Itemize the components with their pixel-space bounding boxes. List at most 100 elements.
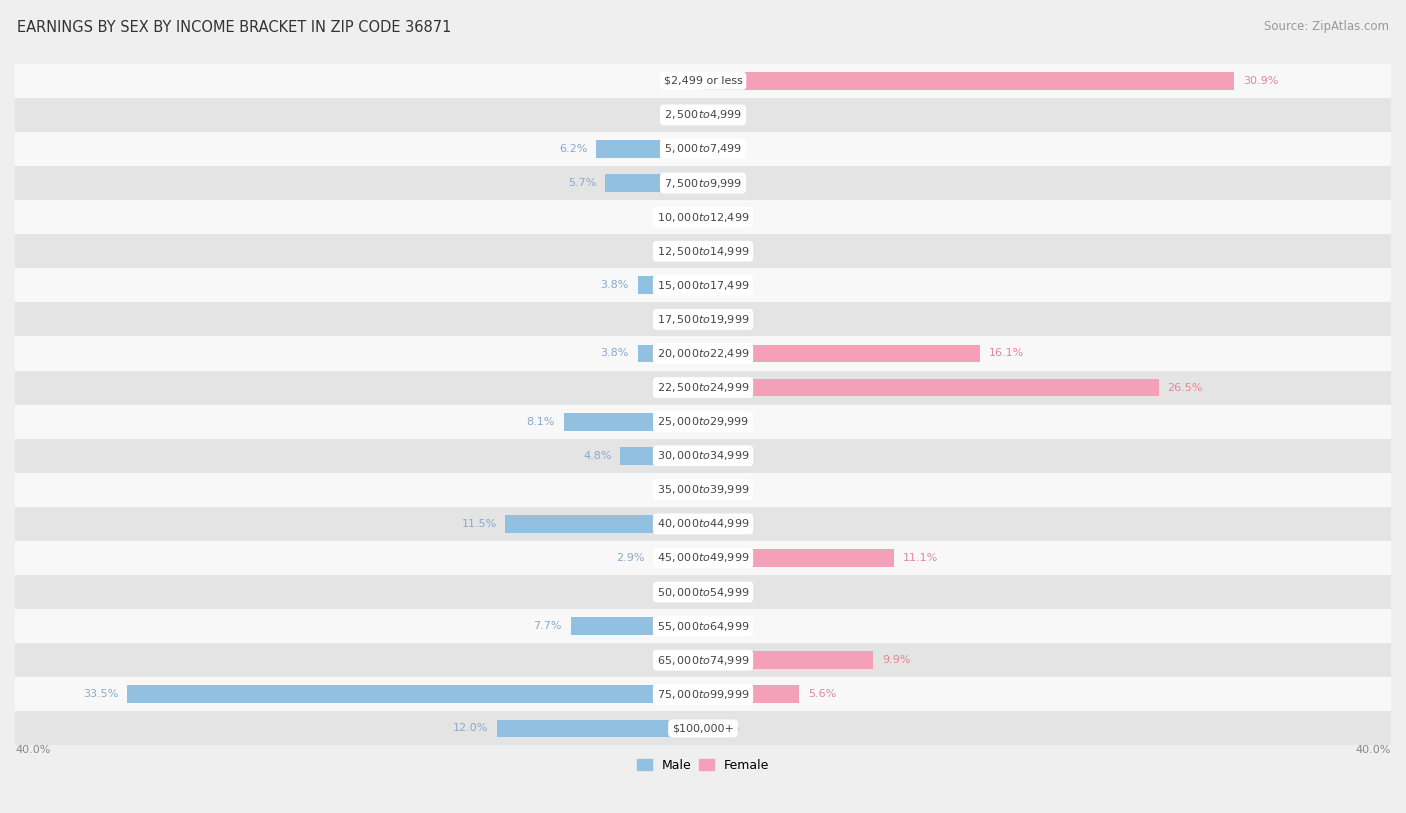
- Text: 0.0%: 0.0%: [666, 76, 695, 86]
- Text: 0.0%: 0.0%: [711, 587, 740, 597]
- Bar: [15, 711, 1391, 746]
- Bar: [703, 345, 980, 363]
- Text: Source: ZipAtlas.com: Source: ZipAtlas.com: [1264, 20, 1389, 33]
- Bar: [15, 643, 1391, 677]
- Text: $50,000 to $54,999: $50,000 to $54,999: [657, 585, 749, 598]
- Text: 0.0%: 0.0%: [711, 416, 740, 427]
- Text: 9.9%: 9.9%: [882, 655, 910, 665]
- Bar: [15, 268, 1391, 302]
- Text: 0.0%: 0.0%: [666, 655, 695, 665]
- Bar: [127, 685, 703, 703]
- Text: 26.5%: 26.5%: [1167, 383, 1202, 393]
- Bar: [15, 405, 1391, 439]
- Text: 0.0%: 0.0%: [711, 485, 740, 495]
- Bar: [703, 651, 873, 669]
- Text: 0.0%: 0.0%: [711, 246, 740, 256]
- Bar: [703, 72, 1234, 89]
- Text: $25,000 to $29,999: $25,000 to $29,999: [657, 415, 749, 428]
- Bar: [15, 337, 1391, 371]
- Text: 5.7%: 5.7%: [568, 178, 596, 188]
- Text: $100,000+: $100,000+: [672, 724, 734, 733]
- Bar: [703, 685, 800, 703]
- Text: 0.0%: 0.0%: [666, 587, 695, 597]
- Text: 40.0%: 40.0%: [1355, 746, 1391, 755]
- Bar: [15, 439, 1391, 473]
- Text: 0.0%: 0.0%: [711, 315, 740, 324]
- Text: 4.8%: 4.8%: [583, 450, 612, 461]
- Text: $40,000 to $44,999: $40,000 to $44,999: [657, 517, 749, 530]
- Text: 0.0%: 0.0%: [711, 110, 740, 120]
- Text: 0.0%: 0.0%: [711, 519, 740, 529]
- Text: 33.5%: 33.5%: [83, 689, 118, 699]
- Text: 0.0%: 0.0%: [711, 450, 740, 461]
- Text: $55,000 to $64,999: $55,000 to $64,999: [657, 620, 749, 633]
- Text: $2,499 or less: $2,499 or less: [664, 76, 742, 86]
- Text: $35,000 to $39,999: $35,000 to $39,999: [657, 483, 749, 496]
- Bar: [620, 447, 703, 464]
- Text: 3.8%: 3.8%: [600, 349, 628, 359]
- Text: $20,000 to $22,499: $20,000 to $22,499: [657, 347, 749, 360]
- Bar: [15, 541, 1391, 575]
- Bar: [15, 132, 1391, 166]
- Text: $65,000 to $74,999: $65,000 to $74,999: [657, 654, 749, 667]
- Bar: [703, 379, 1159, 397]
- Text: 0.0%: 0.0%: [666, 212, 695, 222]
- Bar: [15, 575, 1391, 609]
- Bar: [15, 506, 1391, 541]
- Bar: [15, 609, 1391, 643]
- Bar: [571, 617, 703, 635]
- Bar: [638, 276, 703, 294]
- Text: $10,000 to $12,499: $10,000 to $12,499: [657, 211, 749, 224]
- Text: 0.0%: 0.0%: [666, 110, 695, 120]
- Bar: [596, 140, 703, 158]
- Text: 0.0%: 0.0%: [666, 315, 695, 324]
- Text: 7.7%: 7.7%: [533, 621, 562, 631]
- Bar: [15, 371, 1391, 405]
- Legend: Male, Female: Male, Female: [631, 754, 775, 776]
- Bar: [15, 98, 1391, 132]
- Text: 40.0%: 40.0%: [15, 746, 51, 755]
- Text: 0.0%: 0.0%: [666, 383, 695, 393]
- Text: $30,000 to $34,999: $30,000 to $34,999: [657, 450, 749, 463]
- Text: EARNINGS BY SEX BY INCOME BRACKET IN ZIP CODE 36871: EARNINGS BY SEX BY INCOME BRACKET IN ZIP…: [17, 20, 451, 35]
- Bar: [15, 234, 1391, 268]
- Text: 0.0%: 0.0%: [711, 621, 740, 631]
- Text: 30.9%: 30.9%: [1243, 76, 1278, 86]
- Text: $7,500 to $9,999: $7,500 to $9,999: [664, 176, 742, 189]
- Bar: [15, 166, 1391, 200]
- Text: 0.0%: 0.0%: [711, 212, 740, 222]
- Text: $75,000 to $99,999: $75,000 to $99,999: [657, 688, 749, 701]
- Bar: [654, 549, 703, 567]
- Text: $22,500 to $24,999: $22,500 to $24,999: [657, 381, 749, 394]
- Text: 0.0%: 0.0%: [711, 724, 740, 733]
- Text: 0.0%: 0.0%: [666, 485, 695, 495]
- Text: $12,500 to $14,999: $12,500 to $14,999: [657, 245, 749, 258]
- Text: 11.5%: 11.5%: [461, 519, 496, 529]
- Text: $5,000 to $7,499: $5,000 to $7,499: [664, 142, 742, 155]
- Bar: [15, 473, 1391, 506]
- Text: 5.6%: 5.6%: [808, 689, 837, 699]
- Text: 0.0%: 0.0%: [711, 280, 740, 290]
- Bar: [638, 345, 703, 363]
- Bar: [564, 413, 703, 431]
- Text: 12.0%: 12.0%: [453, 724, 488, 733]
- Text: 0.0%: 0.0%: [666, 246, 695, 256]
- Text: 8.1%: 8.1%: [527, 416, 555, 427]
- Bar: [15, 302, 1391, 337]
- Bar: [496, 720, 703, 737]
- Text: $17,500 to $19,999: $17,500 to $19,999: [657, 313, 749, 326]
- Text: 3.8%: 3.8%: [600, 280, 628, 290]
- Text: 6.2%: 6.2%: [560, 144, 588, 154]
- Text: 0.0%: 0.0%: [711, 144, 740, 154]
- Text: 2.9%: 2.9%: [616, 553, 644, 563]
- Bar: [703, 549, 894, 567]
- Bar: [15, 677, 1391, 711]
- Text: 16.1%: 16.1%: [988, 349, 1024, 359]
- Text: $2,500 to $4,999: $2,500 to $4,999: [664, 108, 742, 121]
- Text: 11.1%: 11.1%: [903, 553, 938, 563]
- Bar: [505, 515, 703, 533]
- Bar: [15, 63, 1391, 98]
- Text: $15,000 to $17,499: $15,000 to $17,499: [657, 279, 749, 292]
- Text: $45,000 to $49,999: $45,000 to $49,999: [657, 551, 749, 564]
- Bar: [15, 200, 1391, 234]
